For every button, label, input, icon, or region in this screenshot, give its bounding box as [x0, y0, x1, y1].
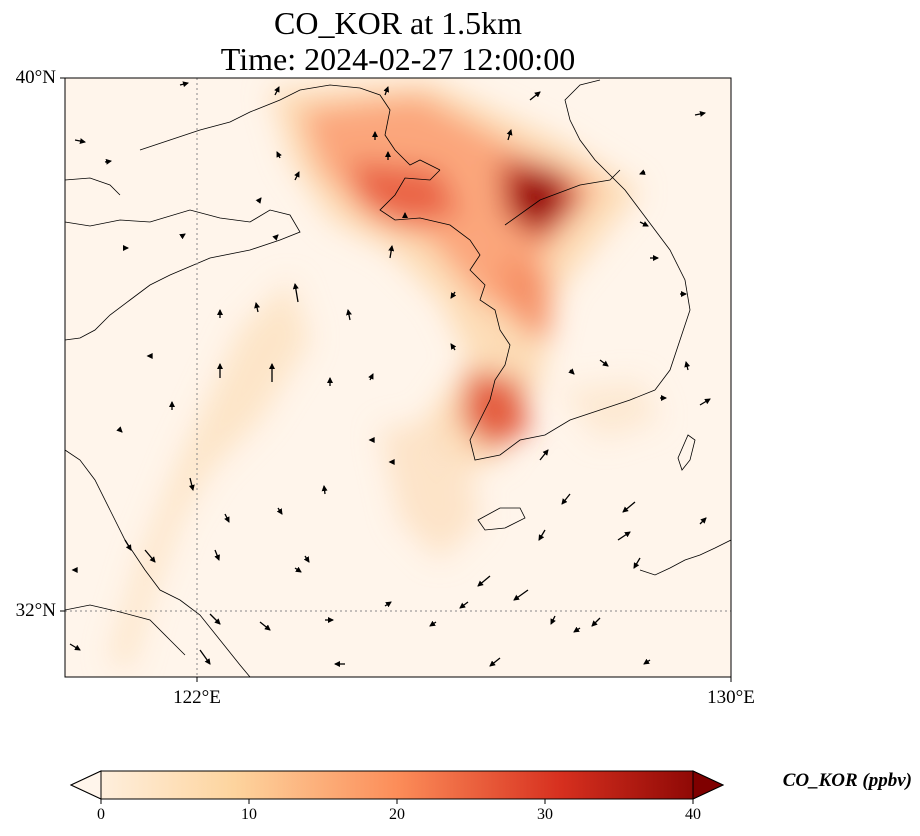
wind-arrow: [477, 575, 491, 587]
lon-label-122e: 122°E: [173, 687, 221, 708]
wind-arrow: [529, 91, 541, 101]
jeju-island: [477, 507, 526, 531]
wind-vectors: [69, 81, 711, 667]
wind-arrow: [639, 169, 646, 175]
wind-arrow: [591, 617, 601, 627]
wind-arrow: [294, 566, 302, 573]
wind-arrow: [179, 233, 186, 240]
wind-arrow: [368, 436, 375, 444]
wind-arrow: [639, 221, 649, 227]
wind-arrow: [146, 352, 153, 360]
colorbar-tick-label: 10: [241, 806, 257, 823]
concentration-field: [110, 80, 660, 670]
wind-arrow: [144, 549, 156, 563]
colorbar-tick-label: 0: [97, 806, 105, 823]
colorbar-extend-min: [69, 770, 102, 800]
tsushima: [677, 434, 696, 471]
wind-arrow: [568, 368, 575, 375]
wind-arrow: [384, 601, 392, 608]
north-korea-west-coast: [379, 169, 656, 461]
wind-arrow: [617, 531, 631, 541]
wind-arrow: [699, 517, 707, 525]
wind-arrow: [294, 171, 300, 181]
wind-arrow: [383, 86, 390, 96]
dmz-line: [504, 169, 621, 226]
wind-arrow: [599, 359, 609, 367]
axis-ticks: [60, 77, 732, 682]
colorbar-label: CO_KOR (ppbv): [782, 770, 912, 791]
wind-arrow: [276, 507, 283, 515]
wind-arrow: [450, 343, 457, 351]
wind-arrow: [694, 111, 706, 117]
shandong-north: [65, 177, 121, 196]
wind-arrow: [321, 485, 328, 495]
lon-label-130e: 130°E: [707, 687, 755, 708]
china-coast: [65, 209, 301, 341]
wind-arrow: [506, 129, 513, 141]
wind-arrow: [124, 539, 132, 551]
china-south-coast: [65, 449, 251, 677]
wind-arrow: [489, 657, 501, 667]
wind-arrow: [104, 158, 112, 165]
colorbar-extend-max: [692, 770, 725, 800]
gridlines: [65, 78, 731, 677]
wind-arrow: [74, 138, 86, 144]
map-frame: [64, 77, 732, 678]
wind-arrow: [633, 557, 641, 569]
wind-arrow: [388, 458, 395, 466]
colorbar-tick-label: 20: [389, 806, 405, 823]
lat-label-40n: 40°N: [15, 67, 56, 88]
colorbar-tick-label: 30: [537, 806, 553, 823]
wind-arrow: [573, 626, 581, 633]
wind-arrow: [259, 621, 271, 631]
wind-arrow: [199, 649, 211, 665]
wind-arrow: [209, 613, 221, 625]
wind-arrow: [684, 361, 691, 371]
wind-arrow: [450, 291, 457, 299]
wind-arrow: [214, 549, 220, 561]
wind-arrow: [274, 86, 280, 96]
wind-arrow: [561, 493, 571, 505]
wind-arrow: [224, 513, 230, 523]
korea-east-coast: [564, 79, 691, 391]
colorbar-bar: [69, 770, 725, 800]
wind-arrow: [388, 245, 395, 259]
wind-arrow: [255, 197, 262, 204]
wind-arrow: [71, 566, 78, 574]
wind-arrow: [429, 620, 437, 627]
wind-arrow: [276, 151, 282, 159]
wind-arrow: [188, 477, 195, 491]
wind-arrow: [539, 449, 549, 461]
wind-arrow: [622, 501, 636, 513]
wind-arrow: [368, 373, 374, 381]
wind-arrow: [116, 426, 123, 433]
wind-arrow: [303, 555, 310, 563]
liaodong-coast: [139, 84, 441, 171]
colorbar-ticks: [100, 799, 694, 804]
lat-label-32n: 32°N: [15, 600, 56, 621]
wind-arrow: [538, 529, 546, 541]
title-line-1: CO_KOR at 1.5km: [274, 5, 522, 41]
wind-arrow: [550, 615, 556, 625]
wind-arrow: [699, 398, 711, 406]
wind-arrow: [272, 234, 279, 241]
coastlines: [65, 79, 731, 677]
title-line-2: Time: 2024-02-27 12:00:00: [220, 41, 576, 77]
colorbar-tick-label: 40: [685, 806, 701, 823]
wind-arrow: [254, 302, 261, 313]
wind-arrow: [643, 658, 651, 665]
wind-arrow: [513, 589, 529, 601]
wind-arrow: [292, 283, 299, 303]
yangtze-estuary: [65, 604, 186, 656]
kyushu-coast: [639, 539, 731, 576]
wind-arrow: [179, 81, 189, 88]
wind-arrow: [346, 309, 352, 321]
wind-arrow: [459, 601, 469, 609]
wind-arrow: [69, 643, 81, 651]
